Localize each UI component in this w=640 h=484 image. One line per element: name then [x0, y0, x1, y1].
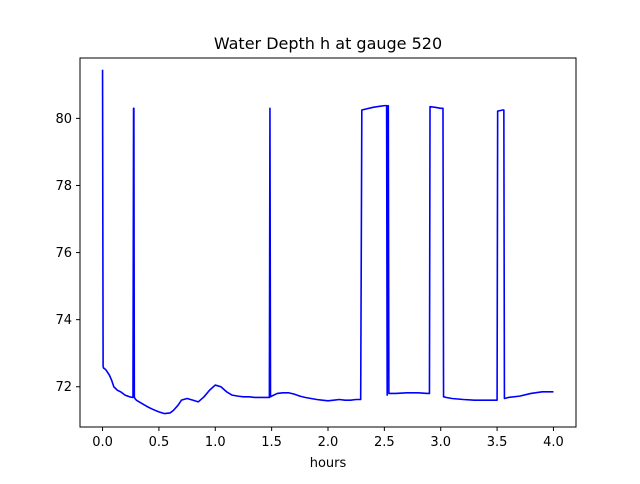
x-tick-label: 2.5 [374, 435, 395, 450]
x-tick-label: 2.0 [318, 435, 339, 450]
x-axis-label: hours [310, 456, 347, 471]
y-tick-label: 72 [55, 380, 72, 395]
axes-frame [79, 57, 577, 428]
series-layer [101, 69, 554, 415]
series-line-0 [101, 69, 554, 415]
x-tick-label: 0.5 [149, 435, 170, 450]
y-axis-ticks: 72 74 76 78 80 [55, 112, 80, 395]
y-tick-label: 78 [55, 179, 72, 194]
x-tick-label: 4.0 [543, 435, 564, 450]
x-tick-label: 3.5 [487, 435, 508, 450]
y-tick-label: 74 [55, 313, 72, 328]
x-axis-ticks: 0.0 0.5 1.0 1.5 2.0 2.5 3.0 3.5 4.0 [92, 427, 564, 450]
y-tick-label: 76 [55, 246, 72, 261]
x-tick-label: 3.0 [430, 435, 451, 450]
chart-title: Water Depth h at gauge 520 [214, 34, 442, 53]
x-tick-label: 1.0 [205, 435, 226, 450]
x-tick-label: 1.5 [261, 435, 282, 450]
y-tick-label: 80 [55, 112, 72, 127]
x-tick-label: 0.0 [92, 435, 113, 450]
